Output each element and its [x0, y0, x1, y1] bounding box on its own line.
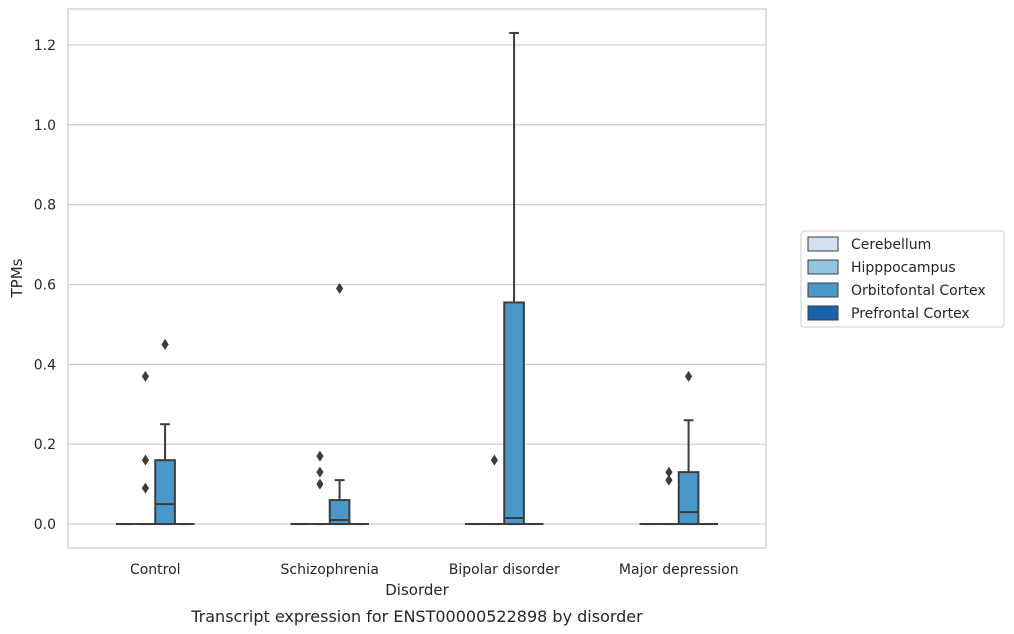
- outlier-point: [316, 478, 324, 490]
- x-axis-label: Disorder: [385, 581, 449, 599]
- legend-label: Hipppocampus: [851, 260, 956, 276]
- y-tick-label: 0.0: [34, 517, 56, 533]
- y-axis-ticks: 0.0 0.2 0.4 0.6 0.8 1.0 1.2: [34, 38, 56, 533]
- plot-area: [67, 8, 767, 549]
- chart-caption: Transcript expression for ENST0000052289…: [190, 607, 643, 626]
- box-elements: [115, 31, 719, 526]
- legend-swatch: [807, 236, 839, 252]
- legend-swatch: [807, 305, 839, 321]
- y-tick-label: 0.2: [34, 437, 56, 453]
- legend-swatch: [807, 282, 839, 298]
- outlier-point: [665, 474, 673, 486]
- y-tick-label: 1.0: [34, 118, 56, 134]
- y-tick-label: 0.4: [34, 357, 56, 373]
- legend-swatch: [807, 259, 839, 275]
- box: [154, 459, 176, 526]
- legend-label: Cerebellum: [851, 237, 931, 253]
- x-tick-label: Major depression: [619, 562, 739, 578]
- y-tick-label: 0.8: [34, 198, 56, 214]
- x-axis-ticks: Control Schizophrenia Bipolar disorder Majo…: [130, 562, 739, 578]
- gridlines: [68, 44, 766, 525]
- outlier-point: [490, 454, 499, 466]
- x-tick-label: Bipolar disorder: [449, 562, 560, 578]
- outlier-point: [335, 282, 344, 294]
- y-tick-label: 0.6: [34, 277, 56, 293]
- outlier-point: [684, 370, 693, 382]
- outlier-point: [141, 482, 150, 494]
- box: [677, 471, 700, 526]
- outlier-point: [316, 450, 324, 462]
- box: [503, 301, 525, 526]
- outlier-point: [316, 466, 324, 478]
- outlier-point: [141, 454, 150, 466]
- outlier-point: [161, 338, 169, 350]
- x-tick-label: Schizophrenia: [281, 562, 379, 578]
- legend-label: Orbitofontal Cortex: [851, 283, 986, 299]
- outlier-point: [141, 370, 150, 382]
- legend: Cerebellum Hipppocampus Orbitofontal Corte…: [800, 230, 1005, 328]
- legend-label: Prefrontal Cortex: [851, 306, 970, 322]
- y-axis-label: TPMs: [8, 258, 26, 298]
- outlier-point: [665, 466, 673, 478]
- x-tick-label: Control: [130, 562, 181, 578]
- y-tick-label: 1.2: [34, 38, 56, 54]
- box: [328, 499, 351, 526]
- legend-frame: [800, 230, 1005, 328]
